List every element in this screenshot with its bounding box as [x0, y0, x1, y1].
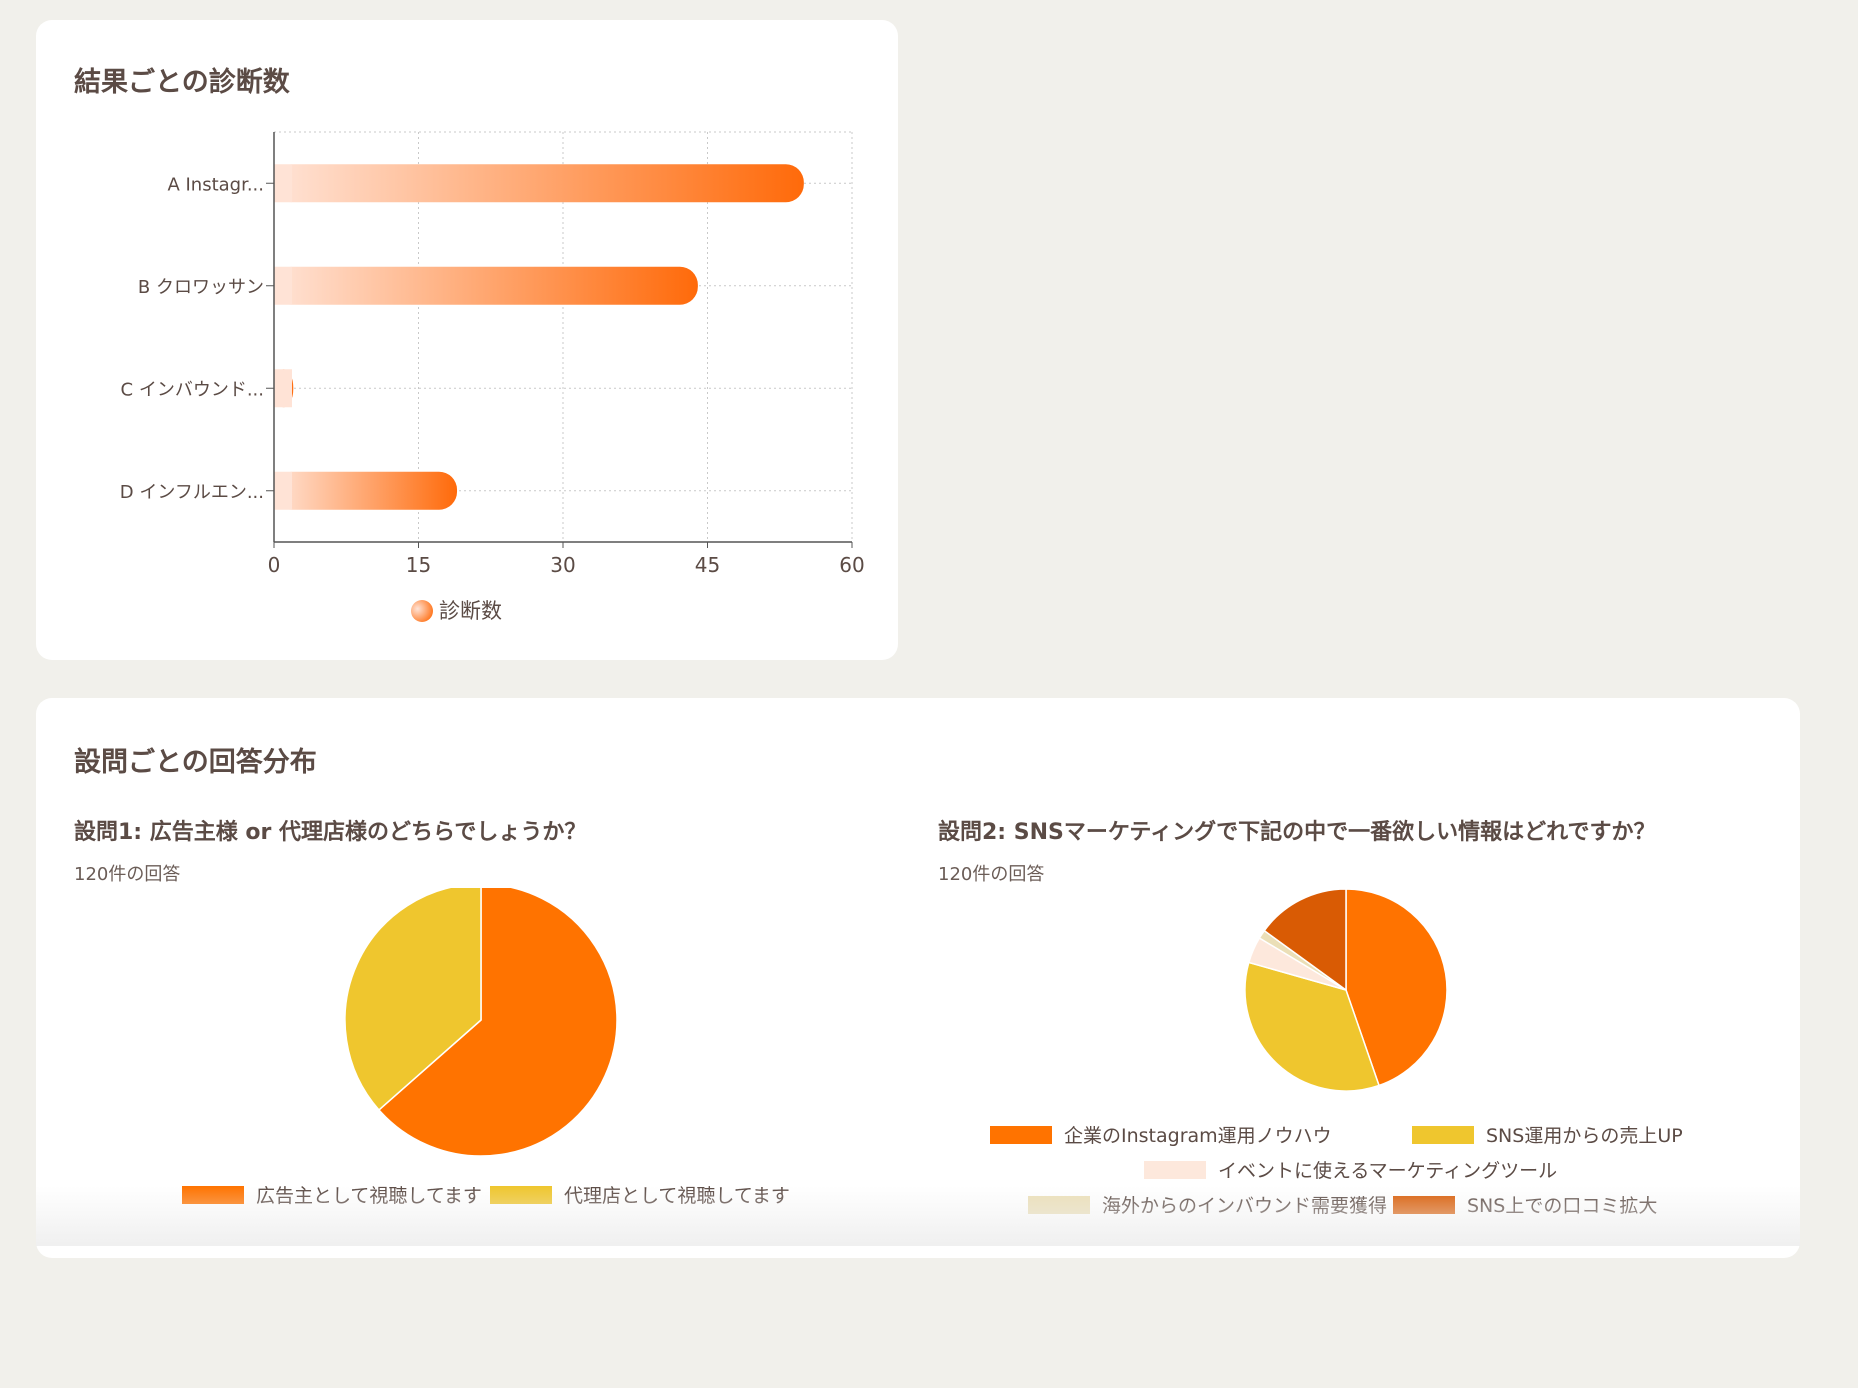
- legend-swatch[interactable]: [1393, 1196, 1455, 1214]
- y-tick-label: A Instagr...: [167, 174, 264, 195]
- bar-left-edge: [274, 369, 292, 408]
- legend-swatch[interactable]: [490, 1186, 552, 1204]
- bar: [274, 471, 458, 510]
- legend-label[interactable]: SNS上での口コミ拡大: [1467, 1195, 1657, 1217]
- pie-slice[interactable]: [1263, 888, 1347, 992]
- bar-left-edge: [274, 471, 292, 510]
- question-1-pie-chart: 広告主として視聴してます 代理店として視聴してます: [182, 888, 790, 1207]
- bar-chart-title: 結果ごとの診断数: [74, 67, 290, 98]
- x-tick-label: 15: [406, 553, 431, 577]
- bar-left-edge: [274, 266, 292, 305]
- legend-label[interactable]: イベントに使えるマーケティングツール: [1218, 1160, 1557, 1182]
- legend-label[interactable]: 海外からのインバウンド需要獲得: [1102, 1195, 1387, 1217]
- legend-swatch[interactable]: [1412, 1126, 1474, 1144]
- legend-swatch[interactable]: [1144, 1161, 1206, 1179]
- bar: [274, 266, 698, 305]
- pie-slice[interactable]: [344, 888, 482, 1111]
- legend-swatch[interactable]: [1028, 1196, 1090, 1214]
- bar-left-edge: [274, 164, 292, 203]
- legend-label[interactable]: SNS運用からの売上UP: [1486, 1125, 1683, 1147]
- question-2-pie-chart: 企業のInstagram運用ノウハウ SNS運用からの売上UP イベントに使えるマー…: [990, 888, 1683, 1217]
- legend-swatch[interactable]: [411, 600, 433, 622]
- x-tick-label: 45: [695, 553, 720, 577]
- y-tick-label: C インバウンド...: [121, 379, 264, 400]
- legend-label[interactable]: 企業のInstagram運用ノウハウ: [1064, 1125, 1332, 1147]
- legend-swatch[interactable]: [182, 1186, 244, 1204]
- bar: [274, 164, 804, 203]
- legend-label[interactable]: 代理店として視聴してます: [564, 1185, 790, 1207]
- question-2-count: 120件の回答: [938, 864, 1045, 885]
- legend-label[interactable]: 診断数: [439, 599, 502, 623]
- x-tick-label: 60: [839, 553, 864, 577]
- pie-slice[interactable]: [1345, 888, 1448, 1087]
- pie-slice[interactable]: [1244, 961, 1380, 1092]
- question-2-title: 設問2: SNSマーケティングで下記の中で一番欲しい情報はどれですか？: [938, 820, 1656, 845]
- x-tick-label: 30: [550, 553, 575, 577]
- x-tick-label: 0: [268, 553, 281, 577]
- pie-charts-card: 設問ごとの回答分布 設問1: 広告主様 or 代理店様のどちらでしょうか？ 12…: [36, 698, 1800, 1258]
- question-1-count: 120件の回答: [74, 864, 181, 885]
- y-tick-label: D インフルエン...: [120, 482, 264, 503]
- bar-chart: 0 15 30 45 60 A Instagr... B クロワッサン C インバウンド...…: [120, 131, 865, 623]
- pie-section-title: 設問ごとの回答分布: [74, 747, 317, 778]
- pie-slice[interactable]: [377, 888, 618, 1157]
- bar-chart-card: 結果ごとの診断数 0 15 30 45 60 A Instagr... B クロワッサン C …: [36, 20, 898, 660]
- question-1-title: 設問1: 広告主様 or 代理店様のどちらでしょうか？: [74, 820, 587, 845]
- legend-swatch[interactable]: [990, 1126, 1052, 1144]
- legend-label[interactable]: 広告主として視聴してます: [256, 1185, 482, 1207]
- y-tick-label: B クロワッサン: [138, 277, 264, 298]
